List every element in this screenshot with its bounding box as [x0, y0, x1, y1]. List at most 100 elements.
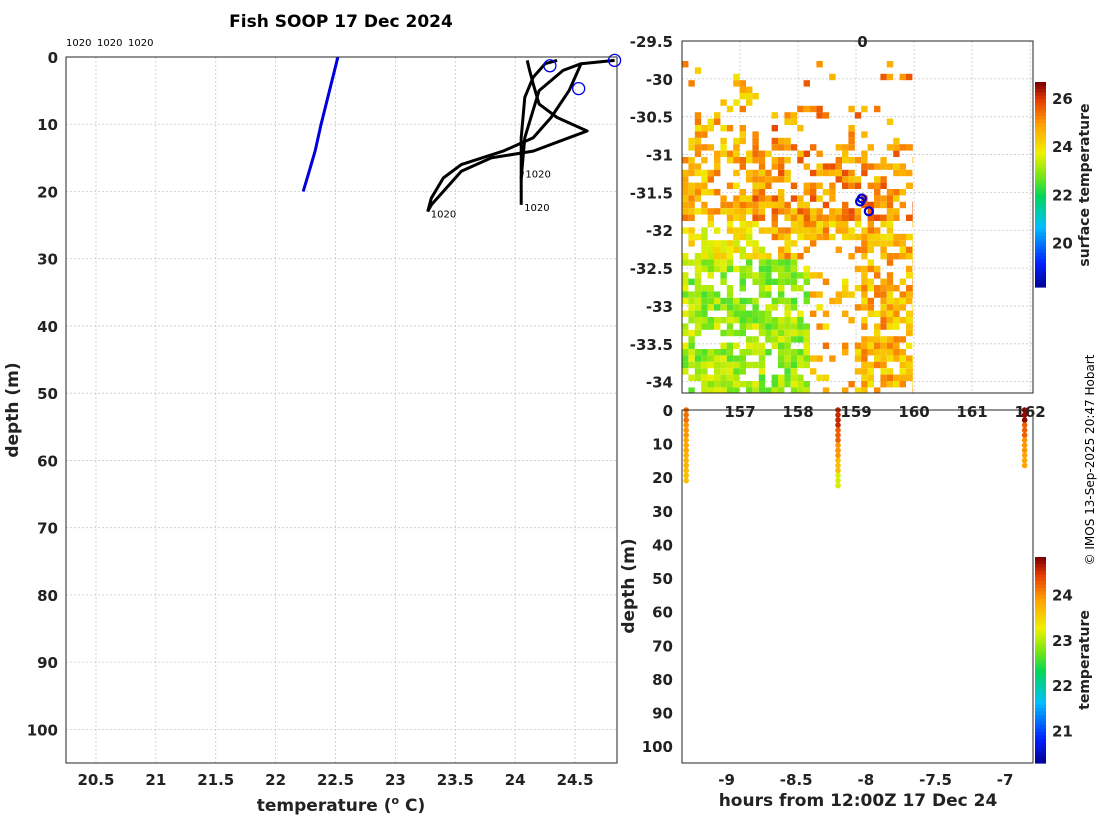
sst-cell: [797, 310, 804, 317]
sst-cell: [778, 227, 785, 234]
sst-cell: [701, 310, 708, 317]
sst-cell: [726, 374, 734, 381]
sst-cell: [861, 201, 868, 209]
sst-cell: [726, 201, 734, 209]
map-lat-tick-label: -29.5: [630, 33, 673, 51]
sst-cell: [714, 323, 721, 330]
colorbar-swatch: [1035, 157, 1046, 162]
sst-cell: [707, 214, 714, 221]
sst-cell: [784, 259, 791, 266]
sst-cell: [893, 163, 900, 170]
cast-dot: [835, 427, 841, 433]
sst-cell: [861, 381, 868, 388]
sst-cell: [810, 233, 817, 241]
sst-cell: [797, 349, 804, 356]
sst-cell: [797, 157, 804, 164]
sst-cell: [880, 278, 887, 285]
sst-cell: [707, 169, 714, 177]
sst-cell: [733, 297, 740, 305]
sst-cell: [854, 355, 862, 362]
sst-cell: [880, 349, 887, 356]
profile-x-tick-label: 21.5: [197, 771, 234, 789]
colorbar-swatch: [1035, 666, 1046, 671]
colorbar-swatch: [1035, 92, 1046, 97]
sst-cell: [720, 342, 727, 349]
sst-cell: [874, 227, 881, 234]
sst-cell: [758, 272, 766, 279]
sst-cell: [765, 182, 772, 189]
colorbar-swatch: [1035, 656, 1046, 661]
sst-cell: [790, 336, 798, 343]
sst-cell: [835, 176, 842, 183]
colorbar-swatch: [1035, 160, 1046, 165]
sst-cell: [771, 227, 778, 234]
cast-dot: [683, 427, 689, 433]
sst-cell: [790, 259, 798, 266]
sst-cell: [758, 323, 766, 330]
sst-cell: [784, 246, 791, 253]
sst-cell: [842, 221, 849, 228]
sst-cell: [848, 144, 855, 151]
sst-cell: [829, 169, 836, 177]
surface-temperature-colorbar-label: surface temperature: [1077, 103, 1093, 266]
sst-cell: [867, 349, 874, 356]
sst-cell: [758, 310, 766, 317]
sst-cell: [720, 304, 727, 311]
sst-cell: [880, 201, 887, 209]
sst-cell: [765, 150, 772, 157]
sst-cell: [707, 118, 714, 125]
sst-cell: [688, 80, 695, 87]
sst-cell: [771, 323, 778, 330]
sst-cell: [899, 304, 906, 311]
sst-cell: [694, 361, 702, 369]
sst-cell: [803, 208, 810, 215]
sst-cell: [682, 201, 689, 209]
map-lat-tick-label: -34: [646, 374, 673, 392]
sst-cell: [720, 99, 727, 106]
sst-cell: [694, 137, 702, 145]
colorbar-swatch: [1035, 701, 1046, 706]
sst-cell: [720, 265, 727, 273]
sst-cell: [803, 227, 810, 234]
sst-cell: [874, 272, 881, 279]
sst-cell: [739, 93, 746, 100]
colorbar-swatch: [1035, 560, 1046, 565]
sst-cell: [912, 317, 913, 324]
sst-cell: [842, 227, 849, 234]
sst-cell: [733, 80, 740, 87]
sst-cell: [803, 342, 810, 349]
sst-cell: [790, 368, 798, 375]
colorbar-swatch: [1035, 174, 1046, 179]
section-x-axis-label: hours from 12:00Z 17 Dec 24: [719, 791, 998, 811]
sst-cell: [874, 323, 881, 330]
sst-cell: [784, 214, 791, 221]
sst-cell: [829, 297, 836, 305]
colorbar-swatch: [1035, 670, 1046, 675]
sst-cell: [701, 304, 708, 311]
sst-cell: [701, 227, 708, 234]
sst-cell: [861, 285, 868, 292]
sst-cell: [803, 272, 810, 279]
colorbar-swatch: [1035, 711, 1046, 716]
colorbar-swatch: [1035, 153, 1046, 158]
sst-cell: [810, 291, 817, 298]
sst-cell: [886, 233, 894, 241]
sst-cell: [707, 317, 714, 324]
sst-cell: [861, 195, 868, 202]
colorbar-swatch: [1035, 680, 1046, 685]
sst-cell: [790, 240, 798, 247]
sst-cell: [765, 291, 772, 298]
sst-cell: [758, 208, 766, 215]
sst-cell: [739, 157, 746, 164]
map-colorbar-tick-label: 20: [1052, 235, 1073, 253]
sst-cell: [733, 233, 740, 241]
colorbar-swatch: [1035, 129, 1046, 134]
sst-cell: [867, 304, 874, 311]
sst-cell: [842, 176, 849, 183]
sst-cell: [720, 240, 727, 247]
colorbar-swatch: [1035, 718, 1046, 723]
sst-cell: [854, 387, 862, 393]
colorbar-swatch: [1035, 584, 1046, 589]
sst-cell: [880, 323, 887, 330]
cast-dot: [835, 412, 841, 418]
